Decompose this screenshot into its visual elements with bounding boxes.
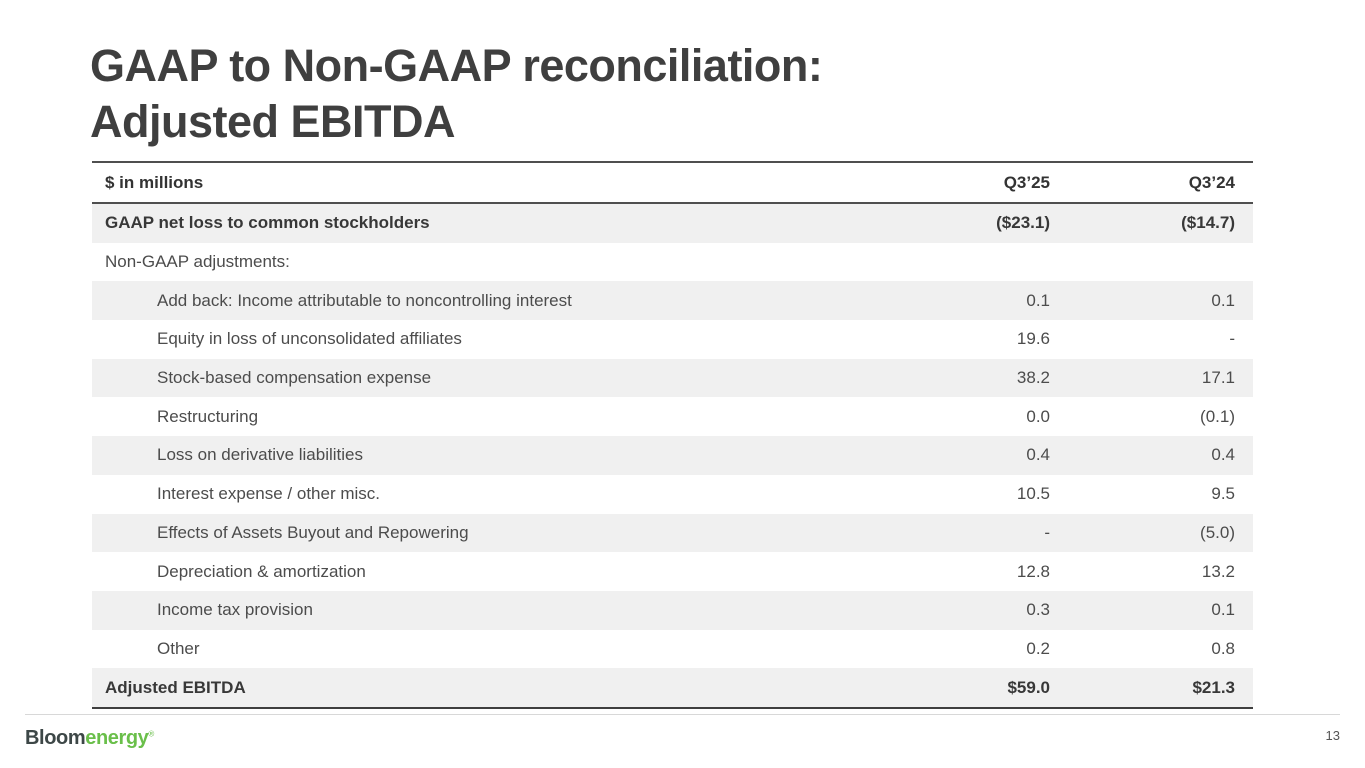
row-label: Other [157, 638, 200, 658]
row-value-q325: 0.3 [1026, 600, 1050, 620]
row-value-q325: 0.4 [1026, 445, 1050, 465]
logo-trademark-icon: ® [148, 729, 154, 739]
footer-divider [25, 714, 1340, 715]
header-col-q325: Q3’25 [1003, 172, 1050, 192]
slide-title-line2: Adjusted EBITDA [90, 95, 456, 147]
table-row-total: Adjusted EBITDA $59.0 $21.3 [92, 668, 1253, 707]
row-value-q324: (0.1) [1200, 406, 1235, 426]
row-value-q325: - [1044, 522, 1050, 542]
row-label: Non-GAAP adjustments: [105, 252, 290, 272]
row-value-q324: 0.8 [1211, 638, 1235, 658]
row-label: Depreciation & amortization [157, 561, 366, 581]
row-value-q325: 0.2 [1026, 638, 1050, 658]
table-header: $ in millions Q3’25 Q3’24 [92, 163, 1253, 204]
row-value-q325: 0.0 [1026, 406, 1050, 426]
logo-energy-text: energy [85, 727, 149, 749]
table-row: Depreciation & amortization 12.8 13.2 [92, 552, 1253, 591]
table-row: Other 0.2 0.8 [92, 629, 1253, 669]
table-row: Stock-based compensation expense 38.2 17… [92, 358, 1253, 398]
row-label: Loss on derivative liabilities [157, 445, 363, 465]
row-value-q324: (5.0) [1200, 522, 1235, 542]
reconciliation-table: $ in millions Q3’25 Q3’24 GAAP net loss … [92, 161, 1253, 709]
table-row: Non-GAAP adjustments: [92, 242, 1253, 282]
row-value-q324: $21.3 [1192, 677, 1235, 697]
table-row: Interest expense / other misc. 10.5 9.5 [92, 474, 1253, 514]
row-value-q325: 12.8 [1016, 561, 1050, 581]
row-value-q324: 13.2 [1201, 561, 1235, 581]
row-label: Add back: Income attributable to noncont… [157, 290, 572, 310]
slide-title-line1: GAAP to Non-GAAP reconciliation: [90, 40, 823, 91]
row-value-q325: 38.2 [1016, 368, 1050, 388]
table-row: Restructuring 0.0 (0.1) [92, 397, 1253, 437]
row-value-q324: 0.1 [1211, 600, 1235, 620]
page-number: 13 [1325, 728, 1340, 743]
header-label: $ in millions [105, 172, 204, 192]
row-value-q324: 9.5 [1211, 484, 1235, 504]
row-label: Stock-based compensation expense [157, 368, 432, 388]
row-label: Equity in loss of unconsolidated affilia… [157, 329, 462, 349]
row-value-q325: $59.0 [1007, 677, 1050, 697]
row-value-q325: ($23.1) [996, 213, 1050, 233]
slide-title: GAAP to Non-GAAP reconciliation: Adjuste… [90, 38, 823, 150]
table-row: Effects of Assets Buyout and Repowering … [92, 513, 1253, 553]
header-col-q324: Q3’24 [1188, 172, 1235, 192]
bloom-energy-logo: Bloomenergy® [25, 727, 154, 750]
logo-bloom-text: Bloom [25, 727, 86, 749]
row-value-q325: 19.6 [1016, 329, 1050, 349]
row-value-q324: ($14.7) [1181, 213, 1235, 233]
row-label: Adjusted EBITDA [105, 677, 246, 697]
table-row: Income tax provision 0.3 0.1 [92, 590, 1253, 630]
row-value-q324: 0.4 [1211, 445, 1235, 465]
table-row: Add back: Income attributable to noncont… [92, 281, 1253, 321]
table-row: Loss on derivative liabilities 0.4 0.4 [92, 436, 1253, 475]
row-value-q325: 0.1 [1026, 290, 1050, 310]
row-value-q324: - [1229, 329, 1235, 349]
row-label: Income tax provision [157, 600, 313, 620]
row-label: Effects of Assets Buyout and Repowering [157, 522, 469, 542]
row-label: GAAP net loss to common stockholders [105, 213, 430, 233]
row-label: Restructuring [157, 406, 259, 426]
row-value-q324: 17.1 [1201, 368, 1235, 388]
row-label: Interest expense / other misc. [157, 484, 380, 504]
table-row: GAAP net loss to common stockholders ($2… [92, 204, 1253, 243]
row-value-q325: 10.5 [1016, 484, 1050, 504]
table-row: Equity in loss of unconsolidated affilia… [92, 320, 1253, 359]
row-value-q324: 0.1 [1211, 290, 1235, 310]
